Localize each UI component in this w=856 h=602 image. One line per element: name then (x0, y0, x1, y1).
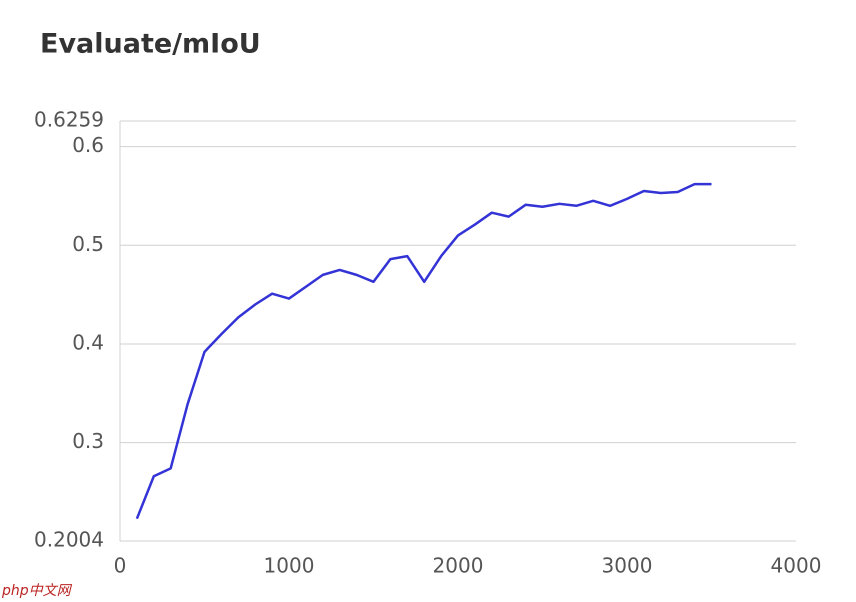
y-tick-label: 0.6259 (34, 108, 104, 132)
chart-title: Evaluate/mIoU (40, 29, 261, 60)
y-tick-label: 0.2004 (34, 528, 104, 552)
x-tick-label: 4000 (771, 554, 822, 578)
y-tick-label: 0.3 (72, 429, 104, 453)
data-line (135, 182, 712, 520)
x-tick-label: 2000 (433, 554, 484, 578)
y-tick-label: 0.6 (72, 133, 104, 157)
y-tick-label: 0.5 (72, 232, 104, 256)
x-tick-label: 0 (114, 554, 127, 578)
watermark: php中文网 (1, 583, 73, 599)
x-tick-label: 1000 (264, 554, 315, 578)
x-tick-label: 3000 (602, 554, 653, 578)
y-tick-label: 0.4 (72, 330, 104, 354)
